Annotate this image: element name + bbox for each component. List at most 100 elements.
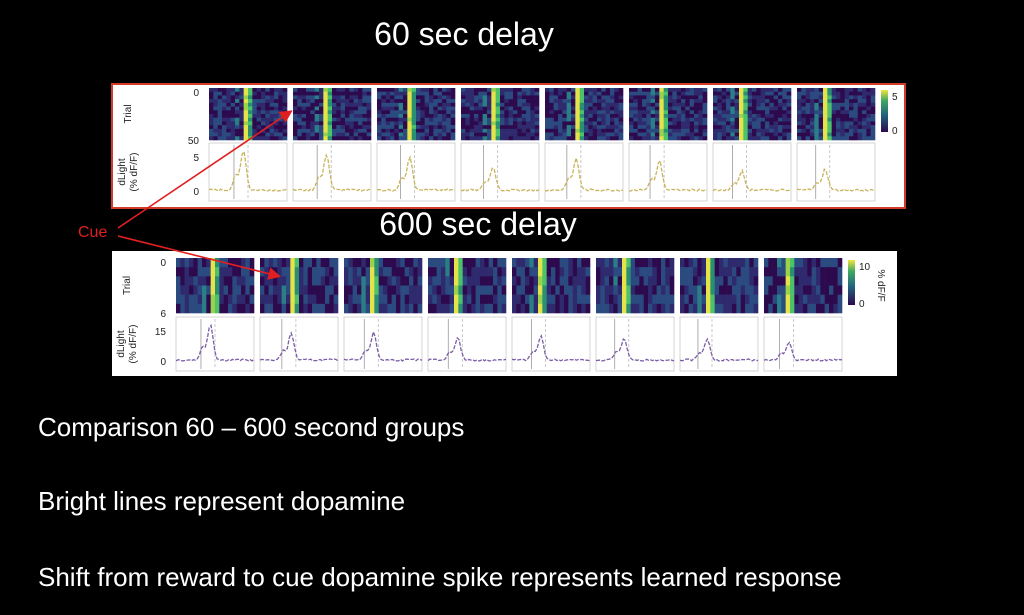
heatmap-cell (274, 136, 279, 141)
heatmap-cell (323, 136, 328, 141)
heatmap-cell (823, 88, 828, 93)
heatmap-cell (442, 110, 447, 115)
heatmap-cell (248, 95, 253, 100)
heatmap-cell (445, 258, 450, 268)
heatmap-cell (773, 88, 779, 93)
heatmap-cell (646, 110, 651, 115)
heatmap-cell (437, 132, 443, 137)
heatmap-cell (497, 285, 502, 295)
heatmap-cell (390, 102, 395, 107)
heatmap-cell (409, 258, 414, 268)
heatmap-cell (768, 303, 773, 314)
heatmap-cell (222, 91, 227, 96)
heatmap-cell (445, 276, 450, 286)
heatmap-cell (374, 267, 379, 277)
heatmap-cell (478, 136, 483, 141)
heatmap-cell (681, 121, 686, 126)
heatmap-cell (622, 285, 627, 295)
heatmap-cell (209, 91, 214, 96)
heatmap-cell (672, 121, 677, 126)
heatmap-cell (273, 276, 278, 286)
heatmap-cell (495, 117, 501, 122)
heatmap-cell (450, 125, 456, 130)
heatmap-cell (500, 95, 505, 100)
heatmap-cell (646, 95, 651, 100)
heatmap-cell (538, 294, 543, 305)
heatmap-cell (530, 125, 535, 130)
heatmap-cell (345, 128, 350, 133)
heatmap-cell (794, 258, 799, 268)
heatmap-cell (777, 303, 782, 314)
heatmap-cell (230, 125, 236, 130)
heatmap-cell (558, 106, 563, 111)
heatmap-cell (521, 128, 527, 133)
heatmap-cell (818, 128, 824, 133)
heatmap-cell (513, 136, 518, 141)
heatmap-cell (495, 88, 501, 93)
heatmap-cell (661, 276, 666, 286)
heatmap-cell (469, 99, 475, 104)
heatmap-cell (245, 285, 250, 295)
heatmap-cell (823, 117, 828, 122)
heatmap-cell (366, 117, 372, 122)
heatmap-cell (217, 128, 223, 133)
heatmap-cell (495, 114, 501, 119)
heatmap-cell (345, 125, 350, 130)
heatmap-cell (310, 128, 315, 133)
heatmap-cell (319, 91, 324, 96)
heatmap-cell (786, 102, 792, 107)
heatmap-cell (232, 258, 237, 268)
heatmap-cell (694, 117, 699, 122)
heatmap-cell (655, 125, 660, 130)
heatmap-cell (614, 91, 619, 96)
heatmap-cell (566, 117, 572, 122)
heatmap-cell (488, 285, 494, 295)
heatmap-cell (530, 88, 535, 93)
heatmap-cell (831, 91, 837, 96)
heatmap-cell (428, 258, 433, 268)
heatmap-cell (633, 88, 638, 93)
heatmap-cell (491, 88, 496, 93)
heatmap-cell (268, 258, 274, 268)
heatmap-cell (538, 267, 543, 277)
session-panel (259, 258, 339, 372)
heatmap-cell (261, 125, 266, 130)
heatmap-cell (491, 125, 496, 130)
heatmap-cell (349, 99, 354, 104)
heatmap-cell (549, 106, 554, 111)
heatmap-cell (684, 294, 689, 305)
heatmap-cell (786, 99, 792, 104)
heatmap-cell (760, 95, 766, 100)
heatmap-cell (478, 114, 483, 119)
heatmap-cell (525, 285, 530, 295)
heatmap-cell (614, 132, 619, 137)
heatmap-cell (618, 132, 624, 137)
heatmap-cell (853, 117, 858, 122)
heatmap-cell (508, 110, 514, 115)
heatmap-cell (668, 121, 673, 126)
heatmap-cell (471, 294, 476, 305)
heatmap-cell (829, 294, 834, 305)
heatmap-cell (286, 294, 291, 305)
heatmap-cell (353, 125, 359, 130)
heatmap-cell (256, 91, 262, 96)
heatmap-cell (394, 106, 399, 111)
heatmap-cell (320, 294, 326, 305)
heatmap-cell (668, 88, 673, 93)
heatmap-cell (648, 267, 653, 277)
heatmap-cell (681, 99, 686, 104)
heatmap-cell (243, 95, 249, 100)
heatmap-cell (252, 114, 257, 119)
heatmap-cell (491, 132, 496, 137)
heatmap-cell (629, 125, 634, 130)
heatmap-cell (831, 132, 837, 137)
heatmap-cell (753, 267, 759, 277)
heatmap-cell (717, 106, 722, 111)
heatmap-cell (319, 128, 324, 133)
heatmap-cell (655, 136, 660, 141)
heatmap-cell (610, 121, 615, 126)
heatmap-cell (723, 258, 728, 268)
heatmap-cell (235, 128, 240, 133)
heatmap-cell (642, 91, 647, 96)
heatmap-cell (403, 121, 408, 126)
